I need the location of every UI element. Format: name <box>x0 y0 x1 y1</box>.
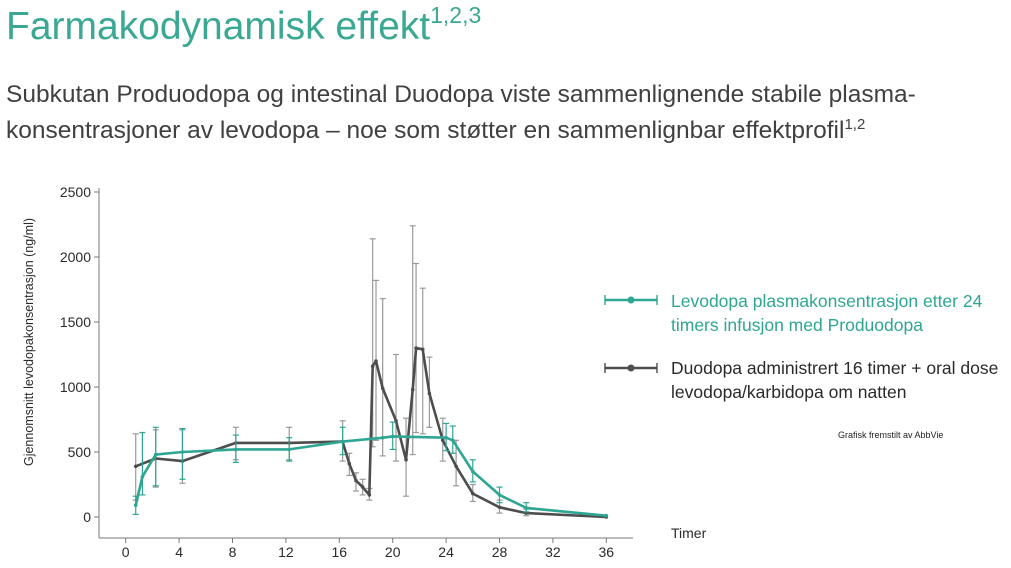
duodopa-series-line <box>134 346 608 519</box>
page-subtitle: Subkutan Produodopa og intestinal Duodop… <box>6 80 1001 146</box>
duodopa-data-point <box>440 438 445 443</box>
title-text: Farmakodynamisk effekt <box>6 5 431 48</box>
duodopa-data-point <box>367 493 372 497</box>
duodopa-data-point <box>347 461 352 466</box>
duodopa-data-point <box>354 478 358 483</box>
produodopa-data-point <box>380 435 385 440</box>
produodopa-data-point <box>234 447 238 452</box>
produodopa-data-point <box>444 435 448 440</box>
duodopa-data-point <box>370 364 375 369</box>
duodopa-data-point <box>404 458 408 462</box>
produodopa-data-point <box>524 506 528 510</box>
produodopa-data-point <box>450 438 455 443</box>
duodopa-data-point <box>374 359 378 363</box>
legend-marker-duodopa <box>627 364 635 372</box>
duodopa-data-point <box>420 347 425 352</box>
x-tick-label: 12 <box>278 544 294 560</box>
legend-marker-produodopa <box>627 296 635 304</box>
x-tick-label: 4 <box>175 544 183 560</box>
subtitle-references: 1,2 <box>844 116 866 133</box>
subtitle-text: Subkutan Produodopa og intestinal Duodop… <box>6 81 916 144</box>
title-references: 1,2,3 <box>430 2 482 28</box>
x-tick-label: 0 <box>122 544 130 560</box>
x-tick-label: 16 <box>332 544 348 560</box>
y-tick-label: 1000 <box>60 379 91 395</box>
x-tick-label: 28 <box>492 544 508 560</box>
legend-label-duodopa: Duodopa administrert 16 timer + oral dos… <box>671 358 999 402</box>
duodopa-data-point <box>360 485 365 489</box>
duodopa-data-point <box>414 346 418 350</box>
produodopa-data-point <box>497 493 502 497</box>
duodopa-data-point <box>454 464 458 469</box>
duodopa-data-point <box>427 391 432 396</box>
x-tick-label: 24 <box>438 544 454 560</box>
y-tick-label: 2500 <box>60 184 91 200</box>
duodopa-data-point <box>497 505 502 510</box>
x-tick-label: 36 <box>599 544 615 560</box>
x-tick-label: 20 <box>385 544 401 560</box>
y-tick-label: 1500 <box>60 314 91 330</box>
y-tick-label: 500 <box>68 444 92 460</box>
produodopa-data-point <box>471 469 475 474</box>
y-tick-label: 2000 <box>60 249 91 265</box>
y-tick-label: 0 <box>83 509 91 525</box>
page-title: Farmakodynamisk effekt1,2,3 <box>6 2 481 49</box>
duodopa-data-point <box>410 387 415 392</box>
produodopa-data-point <box>153 452 158 457</box>
produodopa-data-point <box>180 450 185 454</box>
chart-credit: Grafisk fremstilt av AbbVie <box>838 430 944 440</box>
duodopa-data-point <box>380 386 385 391</box>
produodopa-data-point <box>340 439 345 444</box>
produodopa-data-point <box>140 474 145 479</box>
x-tick-label: 8 <box>229 544 237 560</box>
legend-label-produodopa: Levodopa plasmakonsentrasjon etter 24 ti… <box>671 291 983 335</box>
duodopa-data-point <box>133 464 138 469</box>
produodopa-data-point <box>287 447 292 452</box>
x-tick-label: 32 <box>545 544 561 560</box>
produodopa-data-point <box>390 434 395 439</box>
duodopa-data-point <box>471 491 475 496</box>
produodopa-data-point <box>604 513 609 518</box>
produodopa-data-point <box>133 503 138 508</box>
x-axis-label: Timer <box>671 525 707 541</box>
